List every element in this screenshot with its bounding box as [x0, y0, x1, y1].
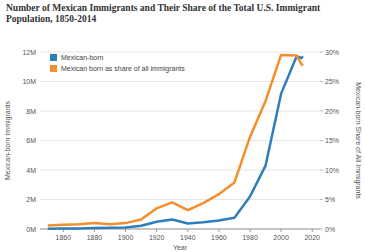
grid-line	[40, 199, 320, 200]
x-tick-label: 1920	[149, 234, 165, 241]
y2-tick	[320, 111, 323, 112]
grid-line	[40, 140, 320, 141]
y2-tick-label: 20%	[325, 108, 339, 115]
x-tick	[218, 229, 219, 232]
y2-tick	[320, 170, 323, 171]
x-tick	[187, 229, 188, 232]
plot-area	[48, 55, 303, 229]
x-tick	[94, 229, 95, 232]
grid-line	[40, 170, 320, 171]
x-tick-label: 2000	[273, 234, 289, 241]
y2-tick-label: 30%	[325, 49, 339, 56]
y-axis-title: Mexican-born Immigrants	[4, 101, 12, 180]
y2-tick-label: 25%	[325, 78, 339, 85]
y-tick-label: 10M	[22, 78, 36, 85]
grid-line	[40, 52, 320, 53]
x-tick-label: 1860	[56, 234, 72, 241]
x-tick	[156, 229, 157, 232]
legend-swatch	[50, 54, 57, 61]
y2-tick-label: 10%	[325, 167, 339, 174]
x-tick	[281, 229, 282, 232]
y2-tick	[320, 52, 323, 53]
y2-tick	[320, 199, 323, 200]
y-tick-label: 6M	[26, 137, 36, 144]
x-tick-label: 1980	[242, 234, 258, 241]
x-tick-label: 1940	[180, 234, 196, 241]
y2-axis-title: Mexican-born Share of All Immigrants	[354, 82, 362, 199]
x-tick	[250, 229, 251, 232]
y-tick-label: 0M	[26, 226, 36, 233]
series-line	[48, 55, 303, 226]
y2-tick-label: 15%	[325, 137, 339, 144]
y2-tick	[320, 140, 323, 141]
x-tick	[312, 229, 313, 232]
legend-label: Mexican born as share of all immigrants	[61, 65, 185, 73]
y-tick-label: 8M	[26, 108, 36, 115]
x-tick	[125, 229, 126, 232]
x-tick-label: 1880	[87, 234, 103, 241]
y2-tick-label: 0%	[325, 226, 335, 233]
legend-label: Mexican-born	[61, 54, 104, 61]
legend-swatch	[50, 65, 57, 72]
x-axis-title: Year	[173, 244, 188, 251]
grid-line	[40, 81, 320, 82]
y2-tick-label: 5%	[325, 196, 335, 203]
title: Number of Mexican Immigrants and Their S…	[6, 3, 356, 25]
y-tick-label: 2M	[26, 196, 36, 203]
x-tick-label: 1960	[211, 234, 227, 241]
x-tick-label: 1900	[118, 234, 134, 241]
y-tick-label: 4M	[26, 167, 36, 174]
y2-tick	[320, 81, 323, 82]
y-tick-label: 12M	[22, 49, 36, 56]
y2-tick	[320, 229, 323, 230]
x-tick-label: 2020	[304, 234, 320, 241]
